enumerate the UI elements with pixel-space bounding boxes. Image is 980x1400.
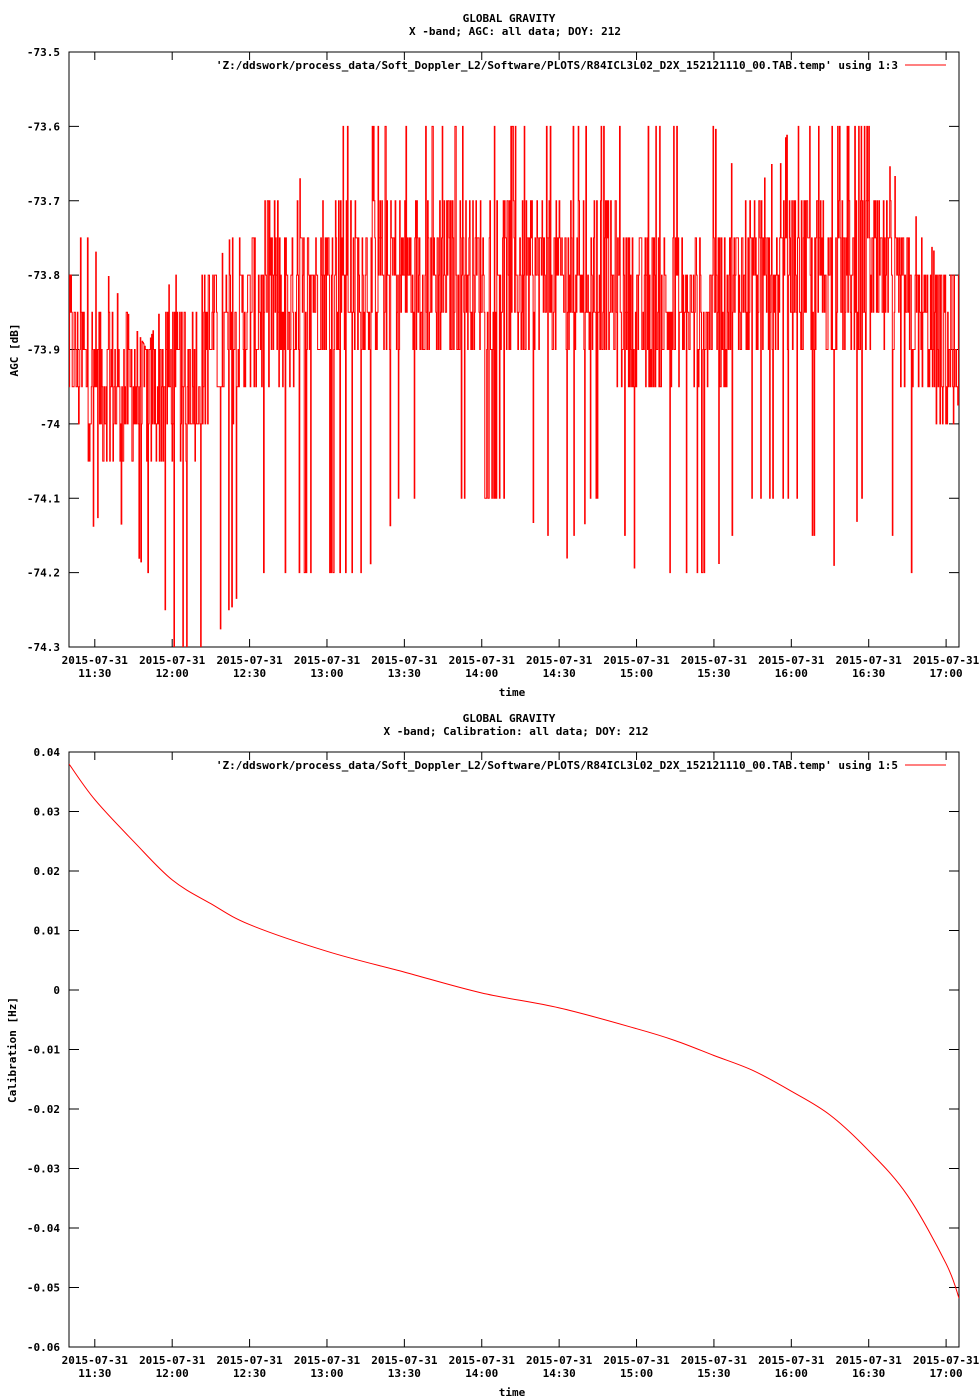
y-tick-label: -73.7 [27,195,60,208]
y-tick-label: 0 [53,984,60,997]
calibration-chart: GLOBAL GRAVITY X -band; Calibration: all… [6,712,980,1399]
x-tick-label-time: 14:00 [465,667,498,680]
x-axis-label: time [499,686,526,699]
x-tick-label-date: 2015-07-31 [371,654,438,667]
y-axis: 0.04 0.03 0.02 0.01 0 -0.01 -0.02 -0.03 -0.04 -0.… [27,746,959,1354]
y-tick-label: -74 [40,418,60,431]
y-tick-label: -0.05 [27,1282,60,1295]
x-tick-label-time: 15:00 [620,1367,653,1380]
x-tick-label-time: 11:30 [78,667,111,680]
x-tick-label-date: 2015-07-31 [913,1354,980,1367]
chart-title: GLOBAL GRAVITY [463,712,556,725]
y-tick-label: -0.02 [27,1103,60,1116]
x-tick-label-time: 12:30 [233,1367,266,1380]
x-tick-label-date: 2015-07-31 [294,654,361,667]
y-tick-label: -73.9 [27,344,60,357]
x-tick-label-date: 2015-07-31 [526,1354,593,1367]
y-tick-label: 0.04 [34,746,61,759]
legend: 'Z:/ddswork/process_data/Soft_Doppler_L2… [216,59,946,72]
x-tick-label-date: 2015-07-31 [603,654,670,667]
x-tick-label-time: 13:00 [310,667,343,680]
x-tick-label-date: 2015-07-31 [836,654,903,667]
y-tick-label: 0.03 [34,806,61,819]
legend: 'Z:/ddswork/process_data/Soft_Doppler_L2… [216,759,946,772]
x-axis: 2015-07-3111:302015-07-3112:002015-07-31… [62,752,980,1380]
x-tick-label-date: 2015-07-31 [836,1354,903,1367]
x-tick-label-time: 16:30 [852,667,885,680]
x-tick-label-time: 15:00 [620,667,653,680]
x-tick-label-time: 17:00 [930,667,963,680]
x-tick-label-date: 2015-07-31 [681,1354,748,1367]
chart-title: GLOBAL GRAVITY [463,12,556,25]
y-tick-label: -73.6 [27,120,60,133]
x-tick-label-date: 2015-07-31 [758,1354,825,1367]
x-tick-label-date: 2015-07-31 [216,654,283,667]
series-line [69,763,959,1299]
y-tick-label: -73.8 [27,269,60,282]
agc-chart: GLOBAL GRAVITY X -band; AGC: all data; D… [8,12,980,699]
x-tick-label-date: 2015-07-31 [758,654,825,667]
y-tick-label: -74.2 [27,567,60,580]
y-tick-label: -74.1 [27,492,60,505]
x-tick-label-date: 2015-07-31 [526,654,593,667]
y-tick-label: -74.3 [27,641,60,654]
y-tick-label: 0.02 [34,865,61,878]
x-tick-label-date: 2015-07-31 [62,654,129,667]
x-tick-label-time: 14:30 [543,667,576,680]
y-axis-label: Calibration [Hz] [6,997,19,1103]
x-tick-label-time: 15:30 [697,1367,730,1380]
x-tick-label-date: 2015-07-31 [62,1354,129,1367]
x-tick-label-time: 11:30 [78,1367,111,1380]
x-tick-label-time: 13:30 [388,1367,421,1380]
x-tick-label-time: 16:30 [852,1367,885,1380]
y-tick-label: -73.5 [27,46,60,59]
x-tick-label-time: 14:00 [465,1367,498,1380]
x-tick-label-time: 13:30 [388,667,421,680]
y-tick-label: 0.01 [34,925,61,938]
series-group [69,763,959,1299]
x-tick-label-time: 15:30 [697,667,730,680]
x-tick-label-time: 14:30 [543,1367,576,1380]
y-tick-label: -0.01 [27,1044,60,1057]
x-tick-label-time: 12:00 [156,667,189,680]
x-tick-label-time: 12:30 [233,667,266,680]
x-tick-label-date: 2015-07-31 [449,1354,516,1367]
y-tick-label: -0.04 [27,1222,60,1235]
x-tick-label-date: 2015-07-31 [449,654,516,667]
x-tick-label-time: 16:00 [775,667,808,680]
y-axis-label: AGC [dB] [8,324,21,377]
x-tick-label-date: 2015-07-31 [216,1354,283,1367]
x-tick-label-date: 2015-07-31 [913,654,980,667]
x-tick-label-date: 2015-07-31 [371,1354,438,1367]
series-line [69,125,959,647]
plot-frame [68,751,960,1348]
x-tick-label-time: 13:00 [310,1367,343,1380]
x-tick-label-time: 16:00 [775,1367,808,1380]
legend-label: 'Z:/ddswork/process_data/Soft_Doppler_L2… [216,759,898,772]
x-axis-label: time [499,1386,526,1399]
chart-subtitle: X -band; AGC: all data; DOY: 212 [409,25,621,38]
x-tick-label-date: 2015-07-31 [294,1354,361,1367]
x-tick-label-date: 2015-07-31 [139,1354,206,1367]
x-tick-label-time: 12:00 [156,1367,189,1380]
x-tick-label-date: 2015-07-31 [603,1354,670,1367]
chart-subtitle: X -band; Calibration: all data; DOY: 212 [384,725,649,738]
x-tick-label-time: 17:00 [930,1367,963,1380]
series-group [69,125,959,647]
x-tick-label-date: 2015-07-31 [139,654,206,667]
x-axis: 2015-07-3111:302015-07-3112:002015-07-31… [62,52,980,680]
y-tick-label: -0.06 [27,1341,60,1354]
legend-label: 'Z:/ddswork/process_data/Soft_Doppler_L2… [216,59,898,72]
y-tick-label: -0.03 [27,1163,60,1176]
x-tick-label-date: 2015-07-31 [681,654,748,667]
